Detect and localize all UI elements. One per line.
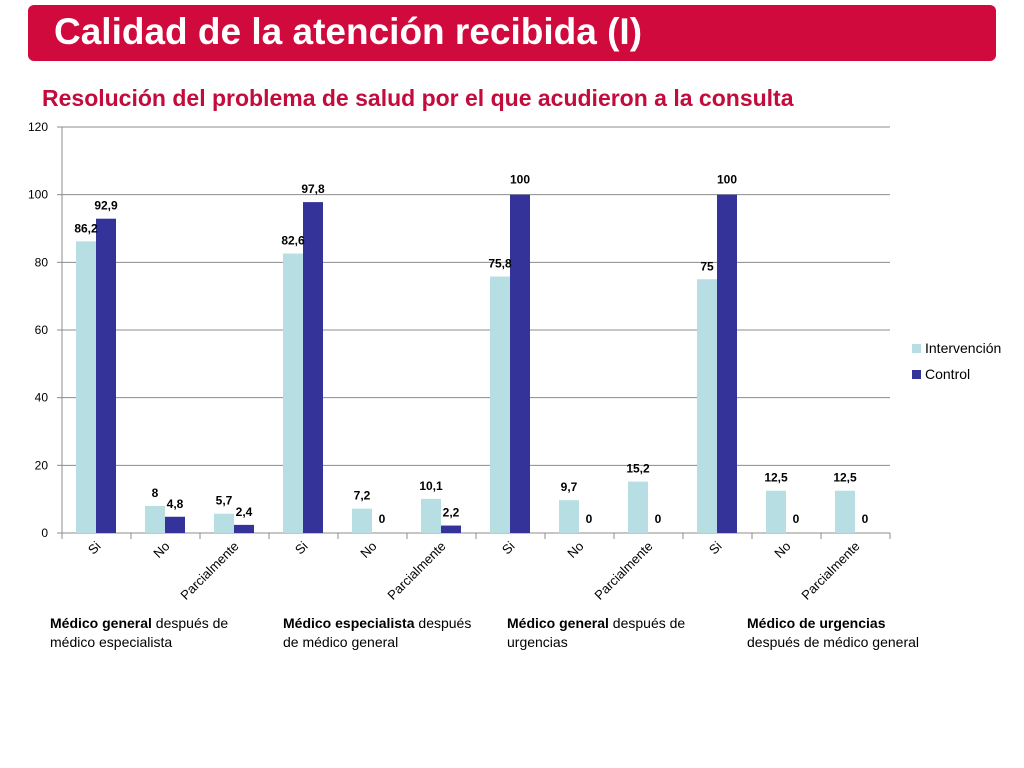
data-label-intervencion: 75	[700, 259, 714, 273]
data-label-intervencion: 7,2	[354, 489, 371, 503]
bar-control	[717, 194, 737, 533]
group-caption-2: Médico especialista después de médico ge…	[283, 614, 471, 652]
data-label-control: 100	[717, 173, 737, 187]
legend-swatch	[912, 344, 921, 353]
group-caption-4-line2: después de médico general	[747, 634, 920, 650]
bar-control	[303, 202, 323, 534]
y-tick-label: 0	[41, 526, 48, 540]
bar-control	[96, 218, 116, 533]
data-label-control: 2,2	[443, 506, 460, 520]
slide-title: Calidad de la atención recibida (I)	[54, 11, 643, 52]
group-caption-1-rest: después de	[151, 615, 229, 631]
category-label: Parcialmente	[177, 539, 241, 603]
legend-label: Control	[925, 366, 970, 382]
data-label-intervencion: 12,5	[833, 471, 857, 485]
group-caption-1: Médico general después de médico especia…	[50, 614, 228, 652]
legend-label: Intervención	[925, 340, 1001, 356]
data-label-control: 0	[655, 512, 662, 526]
group-caption-3: Médico general después de urgencias	[507, 614, 685, 652]
y-tick-label: 120	[28, 120, 48, 134]
data-label-control: 97,8	[301, 182, 325, 196]
bar-intervencion	[214, 513, 234, 533]
bar-intervencion	[766, 490, 786, 533]
bar-intervencion	[76, 241, 96, 533]
data-label-control: 100	[510, 173, 530, 187]
y-tick-label: 60	[35, 323, 49, 337]
y-tick-label: 100	[28, 188, 48, 202]
bar-intervencion	[352, 508, 372, 533]
data-label-intervencion: 10,1	[419, 479, 443, 493]
bar-control	[234, 524, 254, 533]
group-caption-2-bold: Médico especialista	[283, 615, 415, 631]
bar-control	[510, 194, 530, 533]
category-label: No	[771, 539, 793, 561]
data-label-intervencion: 5,7	[216, 494, 233, 508]
bar-intervencion	[421, 498, 441, 533]
data-label-control: 0	[586, 512, 593, 526]
legend-swatch	[912, 370, 921, 379]
group-caption-3-line2: urgencias	[507, 634, 568, 650]
data-label-control: 0	[379, 512, 386, 526]
data-label-intervencion: 9,7	[561, 480, 578, 494]
data-label-intervencion: 8	[152, 486, 159, 500]
bar-control	[165, 516, 185, 533]
group-caption-2-line2: de médico general	[283, 634, 399, 650]
data-label-control: 4,8	[167, 497, 184, 511]
data-label-intervencion: 75,8	[488, 257, 512, 271]
data-label-control: 2,4	[236, 505, 253, 519]
y-tick-label: 40	[35, 391, 49, 405]
group-caption-4-bold: Médico de urgencias	[747, 615, 886, 631]
category-label: Si	[85, 538, 104, 557]
y-tick-label: 20	[35, 458, 49, 472]
category-label: Si	[706, 538, 725, 557]
bar-intervencion	[490, 276, 510, 533]
bar-intervencion	[697, 279, 717, 533]
bar-intervencion	[145, 505, 165, 533]
group-caption-3-bold: Médico general	[507, 615, 609, 631]
group-caption-1-line2: médico especialista	[50, 634, 173, 650]
category-label: Si	[499, 538, 518, 557]
bar-control	[441, 525, 461, 533]
group-caption-2-rest: después	[414, 615, 472, 631]
data-label-intervencion: 86,2	[74, 221, 98, 235]
y-tick-label: 80	[35, 255, 49, 269]
group-caption-1-bold: Médico general	[50, 615, 152, 631]
category-label: No	[357, 539, 379, 561]
data-label-intervencion: 82,6	[281, 234, 305, 248]
bar-intervencion	[283, 253, 303, 533]
data-label-control: 0	[862, 512, 869, 526]
category-label: Si	[292, 538, 311, 557]
group-caption-3-rest: después de	[608, 615, 686, 631]
bar-intervencion	[628, 481, 648, 533]
category-label: Parcialmente	[384, 539, 448, 603]
category-label: No	[564, 539, 586, 561]
data-label-control: 0	[793, 512, 800, 526]
bar-intervencion	[559, 500, 579, 533]
data-label-intervencion: 12,5	[764, 471, 788, 485]
bar-intervencion	[835, 490, 855, 533]
chart-subtitle: Resolución del problema de salud por el …	[42, 85, 794, 111]
data-label-intervencion: 15,2	[626, 462, 650, 476]
data-label-control: 92,9	[94, 199, 118, 213]
category-label: Parcialmente	[591, 539, 655, 603]
title-bar: Calidad de la atención recibida (I)	[28, 5, 996, 61]
category-label: Parcialmente	[798, 539, 862, 603]
group-caption-4: Médico de urgencias después de médico ge…	[747, 614, 919, 652]
category-label: No	[150, 539, 172, 561]
